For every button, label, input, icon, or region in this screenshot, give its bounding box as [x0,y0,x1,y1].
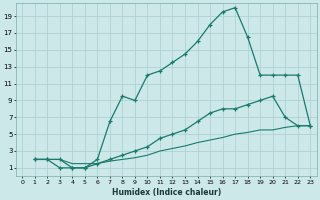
X-axis label: Humidex (Indice chaleur): Humidex (Indice chaleur) [112,188,221,197]
